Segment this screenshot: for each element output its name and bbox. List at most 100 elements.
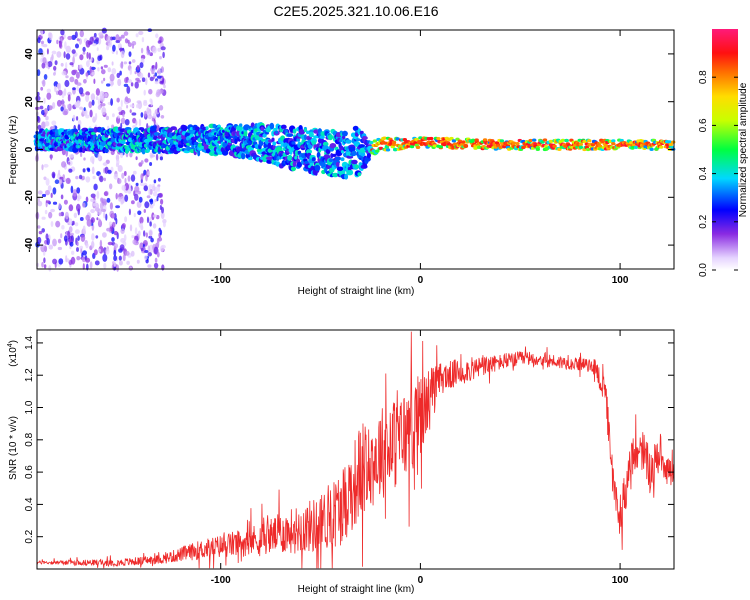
noise-cell	[153, 74, 156, 79]
noise-cell	[64, 79, 70, 88]
noise-cell	[149, 162, 153, 166]
noise-cell	[52, 187, 57, 195]
noise-cell	[148, 184, 153, 190]
noise-cell	[61, 161, 67, 168]
noise-cell	[135, 33, 139, 38]
noise-cell	[146, 50, 151, 56]
noise-cell	[52, 238, 57, 247]
noise-cell	[73, 212, 78, 218]
noise-cell	[59, 179, 63, 185]
noise-cell	[63, 235, 68, 242]
noise-cell	[118, 255, 122, 261]
noise-cell	[90, 93, 96, 101]
noise-cell	[122, 113, 125, 118]
svg-text:(x104): (x104)	[7, 340, 19, 367]
noise-cell	[106, 35, 111, 44]
noise-cell	[79, 54, 84, 61]
noise-cell	[127, 175, 131, 182]
noise-cell	[152, 201, 155, 207]
noise-cell	[90, 217, 95, 224]
noise-cell	[139, 242, 144, 250]
band-cell	[327, 134, 334, 141]
noise-cell	[102, 253, 108, 262]
band-cell	[175, 143, 179, 148]
noise-cell	[105, 115, 109, 121]
noise-cell	[57, 246, 63, 251]
band-cell	[378, 146, 384, 150]
noise-cell	[123, 171, 127, 176]
noise-cell	[72, 189, 78, 197]
noise-cell	[45, 178, 50, 186]
noise-cell	[103, 210, 106, 219]
noise-cell	[140, 160, 144, 165]
noise-cell	[48, 211, 53, 219]
noise-cell	[157, 47, 162, 52]
band-cell	[585, 147, 591, 152]
noise-cell	[117, 178, 122, 185]
noise-cell	[112, 113, 115, 118]
noise-cell	[127, 79, 133, 84]
band-cell	[533, 142, 538, 146]
noise-cell	[97, 98, 101, 106]
noise-cell	[154, 72, 158, 77]
noise-cell	[121, 223, 126, 229]
noise-cell	[56, 39, 59, 45]
noise-cell	[93, 183, 98, 191]
noise-cell	[132, 170, 137, 175]
noise-cell	[85, 242, 89, 249]
noise-cell	[35, 95, 41, 102]
band-cell	[532, 138, 537, 142]
noise-cell	[37, 196, 40, 202]
noise-cell	[131, 200, 135, 205]
noise-cell	[139, 216, 144, 224]
noise-cell	[41, 109, 45, 116]
noise-cell	[71, 49, 76, 54]
noise-cell	[79, 174, 83, 180]
noise-cell	[120, 152, 124, 159]
band-cell	[82, 147, 86, 154]
noise-cell	[72, 220, 75, 226]
band-cell	[243, 131, 248, 137]
noise-cell	[83, 79, 87, 84]
band-cell	[301, 135, 305, 141]
band-cell	[234, 138, 238, 145]
noise-cell	[101, 107, 107, 115]
noise-cell	[89, 261, 93, 269]
band-cell	[528, 138, 533, 143]
noise-cell	[154, 80, 159, 85]
band-cell	[305, 130, 310, 135]
noise-cell	[37, 116, 41, 123]
band-cell	[336, 132, 342, 138]
noise-cell	[109, 202, 113, 210]
band-cell	[336, 166, 344, 172]
noise-cell	[67, 104, 70, 109]
noise-cell	[91, 240, 95, 249]
noise-cell	[131, 59, 136, 63]
band-cell	[292, 128, 297, 134]
noise-cell	[158, 192, 163, 198]
band-cell	[241, 152, 246, 160]
noise-cell	[61, 225, 65, 230]
noise-cell	[115, 34, 120, 42]
noise-cell	[146, 107, 150, 114]
band-cell	[324, 166, 328, 173]
snr-xtick-label: 0	[418, 575, 424, 586]
band-cell	[340, 157, 345, 162]
noise-cell	[99, 90, 105, 99]
noise-cell	[113, 255, 117, 262]
noise-cell	[159, 156, 163, 161]
noise-cell	[72, 114, 76, 121]
noise-cell	[85, 94, 90, 103]
noise-cell	[91, 233, 95, 241]
spectrogram-ytick-label: 20	[24, 96, 35, 108]
noise-cell	[143, 255, 148, 261]
noise-cell	[111, 61, 114, 66]
noise-cell	[82, 263, 85, 270]
noise-cell	[85, 214, 90, 221]
colorbar-tick-label: 0.4	[698, 166, 709, 180]
noise-cell	[44, 209, 48, 215]
band-cell	[619, 138, 624, 143]
noise-cell	[117, 115, 120, 119]
noise-cell	[67, 230, 71, 238]
